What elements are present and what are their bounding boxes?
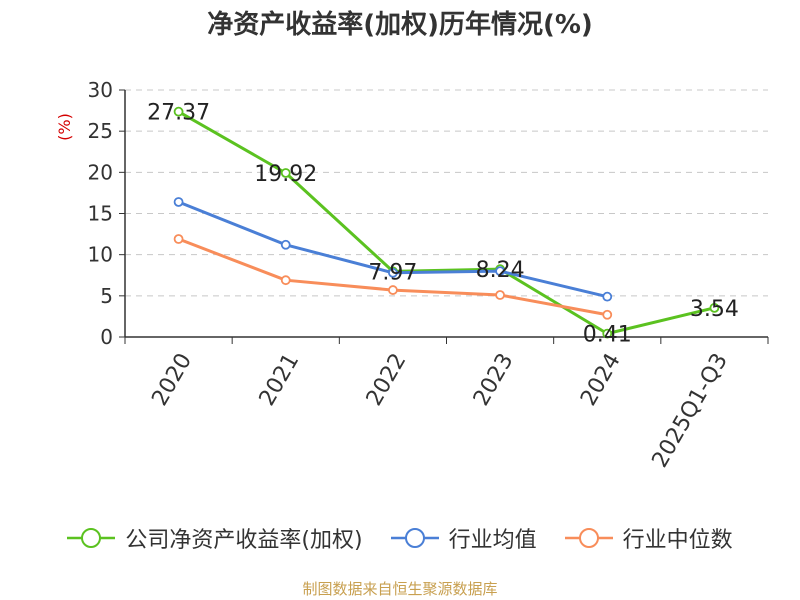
data-point bbox=[709, 302, 720, 313]
legend-swatch bbox=[67, 528, 116, 548]
data-label: 19.92 bbox=[254, 162, 317, 187]
data-label: 27.37 bbox=[147, 101, 210, 126]
y-tick-label: 0 bbox=[100, 325, 113, 349]
x-tick-label: 2025Q1-Q3 bbox=[648, 349, 733, 472]
data-label: 8.24 bbox=[476, 258, 525, 283]
data-point bbox=[280, 239, 291, 250]
chart-title: 净资产收益率(加权)历年情况(%) bbox=[207, 10, 593, 40]
source-note: 制图数据来自恒生聚源数据库 bbox=[302, 580, 498, 598]
legend-label: 行业中位数 bbox=[622, 528, 733, 553]
x-tick-label: 2024 bbox=[576, 349, 626, 410]
data-point bbox=[388, 267, 398, 278]
data-point bbox=[495, 266, 505, 277]
y-tick-label: 25 bbox=[88, 119, 113, 143]
x-tick-label: 2023 bbox=[469, 349, 519, 410]
legend-item: 行业中位数 bbox=[564, 522, 733, 554]
data-point bbox=[173, 197, 184, 207]
data-label: 0.41 bbox=[583, 323, 632, 348]
legend-swatch bbox=[564, 528, 613, 548]
legend-item: 行业均值 bbox=[390, 522, 537, 554]
data-point bbox=[173, 234, 184, 244]
y-tick-label: 5 bbox=[100, 284, 113, 308]
data-point bbox=[602, 309, 613, 320]
data-label: 3.54 bbox=[690, 297, 739, 322]
series-lines bbox=[173, 106, 720, 339]
y-tick-label: 15 bbox=[88, 202, 113, 226]
x-tick-label: 2021 bbox=[255, 349, 305, 410]
x-tick-label: 2022 bbox=[362, 349, 412, 410]
data-point bbox=[388, 285, 398, 295]
legend-swatch bbox=[390, 528, 439, 548]
series-line bbox=[177, 110, 715, 336]
legend-label: 行业均值 bbox=[448, 528, 537, 553]
data-point bbox=[602, 328, 613, 339]
legend: 公司净资产收益率(加权) 行业均值 行业中位数 bbox=[0, 520, 800, 556]
data-point bbox=[280, 275, 291, 286]
data-labels: 27.37 19.92 7.97 8.24 0.41 3.54 bbox=[147, 101, 739, 348]
y-tick-label: 10 bbox=[88, 243, 113, 267]
grid-lines bbox=[125, 89, 768, 297]
y-tick-label: 30 bbox=[88, 78, 113, 102]
data-point bbox=[602, 291, 613, 302]
legend-label: 公司净资产收益率(加权) bbox=[125, 528, 363, 553]
data-point bbox=[495, 290, 505, 300]
data-point bbox=[173, 106, 184, 117]
y-axis-label: (%) bbox=[55, 113, 74, 141]
data-point bbox=[280, 168, 291, 178]
y-tick-label: 20 bbox=[88, 160, 113, 184]
data-label: 7.97 bbox=[368, 260, 417, 285]
x-tick-label: 2020 bbox=[147, 349, 197, 410]
legend-item: 公司净资产收益率(加权) bbox=[67, 522, 363, 554]
